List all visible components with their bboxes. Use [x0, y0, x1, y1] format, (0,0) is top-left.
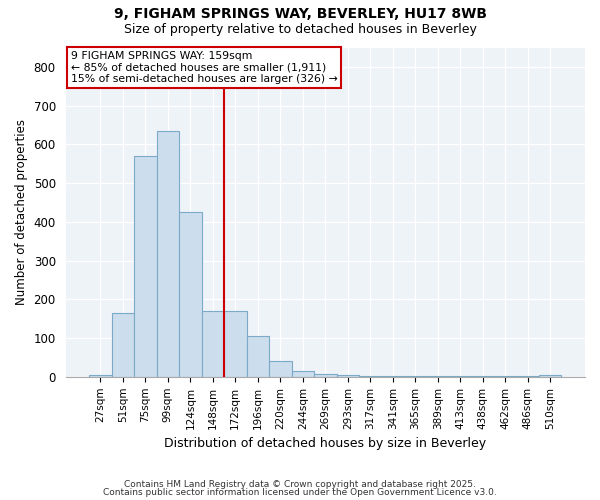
Bar	[202, 311, 224, 377]
Bar	[112, 313, 134, 377]
Bar	[539, 375, 562, 377]
Bar	[517, 376, 539, 377]
Text: 9, FIGHAM SPRINGS WAY, BEVERLEY, HU17 8WB: 9, FIGHAM SPRINGS WAY, BEVERLEY, HU17 8W…	[113, 8, 487, 22]
Bar	[179, 212, 202, 377]
Bar	[134, 156, 157, 377]
Bar	[337, 375, 359, 377]
Text: Size of property relative to detached houses in Beverley: Size of property relative to detached ho…	[124, 22, 476, 36]
Bar	[427, 376, 449, 377]
Bar	[224, 311, 247, 377]
Text: Contains HM Land Registry data © Crown copyright and database right 2025.: Contains HM Land Registry data © Crown c…	[124, 480, 476, 489]
Bar	[157, 131, 179, 377]
Bar	[269, 362, 292, 377]
Bar	[359, 376, 382, 377]
Bar	[449, 376, 472, 377]
Bar	[292, 371, 314, 377]
Bar	[247, 336, 269, 377]
Text: Contains public sector information licensed under the Open Government Licence v3: Contains public sector information licen…	[103, 488, 497, 497]
Text: 9 FIGHAM SPRINGS WAY: 159sqm
← 85% of detached houses are smaller (1,911)
15% of: 9 FIGHAM SPRINGS WAY: 159sqm ← 85% of de…	[71, 51, 337, 84]
Bar	[89, 375, 112, 377]
X-axis label: Distribution of detached houses by size in Beverley: Distribution of detached houses by size …	[164, 437, 487, 450]
Bar	[382, 376, 404, 377]
Bar	[472, 376, 494, 377]
Bar	[494, 376, 517, 377]
Bar	[404, 376, 427, 377]
Y-axis label: Number of detached properties: Number of detached properties	[15, 119, 28, 305]
Bar	[314, 374, 337, 377]
